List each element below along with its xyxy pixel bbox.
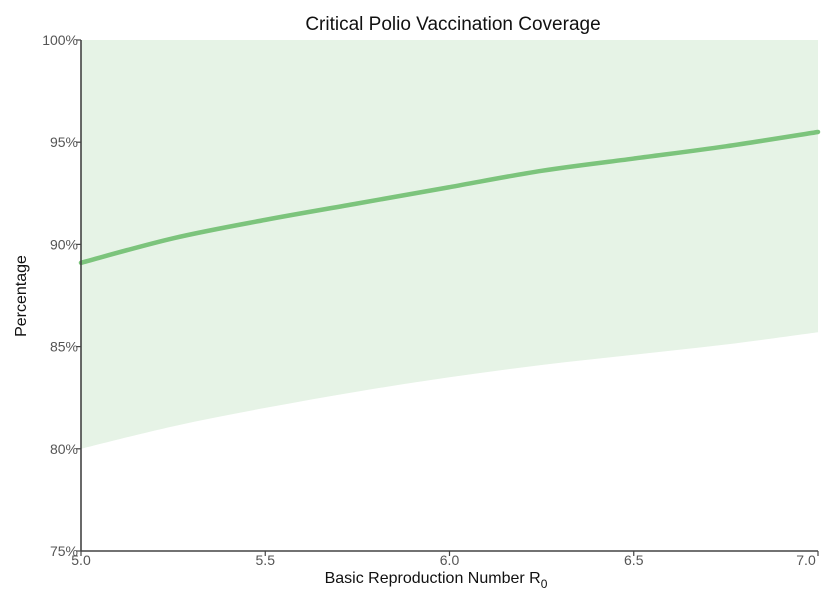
y-tick-label: 80% — [50, 441, 78, 457]
y-axis-ticks: 75% 80% 85% 90% 95% 100% — [42, 32, 81, 559]
x-axis-label: Basic Reproduction Number R0 — [325, 570, 548, 590]
x-tick-label: 5.0 — [71, 552, 91, 568]
x-tick-label: 5.5 — [256, 552, 276, 568]
plot-area — [78, 40, 821, 449]
x-axis-label-main: Basic Reproduction Number R — [325, 570, 541, 587]
x-tick-label: 6.0 — [440, 552, 460, 568]
x-axis-label-subscript: 0 — [541, 577, 548, 590]
x-tick-label: 7.0 — [796, 552, 816, 568]
x-axis-ticks: 5.0 5.5 6.0 6.5 7.0 — [71, 551, 819, 568]
y-tick-label: 100% — [42, 32, 78, 48]
y-tick-label: 90% — [50, 236, 78, 252]
confidence-band — [81, 40, 818, 449]
y-tick-label: 75% — [50, 543, 78, 559]
chart-title: Critical Polio Vaccination Coverage — [305, 14, 600, 35]
y-tick-label: 85% — [50, 339, 78, 355]
y-axis-label: Percentage — [13, 255, 30, 337]
x-tick-label: 6.5 — [624, 552, 644, 568]
critical-coverage-line — [78, 129, 821, 266]
y-tick-label: 95% — [50, 134, 78, 150]
